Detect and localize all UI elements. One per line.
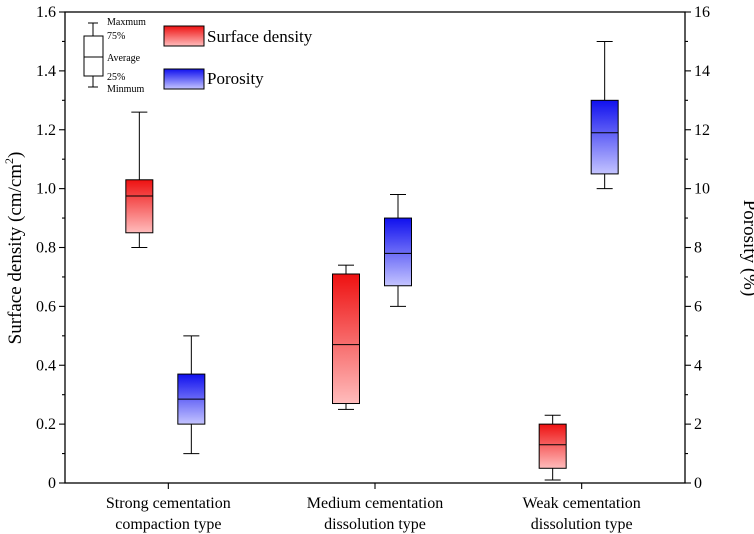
legend-label-porosity: Porosity [207, 69, 264, 88]
box-porosity [590, 40, 619, 190]
x-category-label: Weak cementation dissolution type [523, 495, 641, 533]
box-surface-density [538, 414, 567, 481]
legend-key-max: Maxmum [107, 17, 146, 28]
box-body [384, 217, 412, 287]
left-tick-label: 1.6 [36, 4, 56, 21]
right-tick-label: 16 [694, 4, 710, 21]
box-porosity [384, 194, 412, 307]
x-category-label: Strong cementation compaction type [106, 495, 231, 533]
box-porosity [177, 335, 206, 455]
right-tick-label: 8 [694, 240, 702, 257]
legend-label-surface-density: Surface density [207, 27, 313, 46]
left-tick-label: 1.4 [36, 63, 56, 80]
box-surface-density [125, 111, 154, 248]
left-tick-label: 0.4 [36, 357, 56, 374]
legend-entry-surface-density: Surface density [163, 25, 313, 47]
legend-entry-porosity: Porosity [163, 68, 264, 90]
box-body [538, 423, 567, 469]
right-tick-label: 2 [694, 416, 702, 433]
left-axis-label: Surface density (cm/cm2) [2, 152, 26, 345]
right-tick-label: 0 [694, 475, 702, 492]
box-body [332, 273, 360, 405]
left-tick-label: 0.2 [36, 416, 56, 433]
left-tick-label: 1.0 [36, 181, 56, 198]
box-series [125, 40, 619, 481]
left-tick-label: 0.8 [36, 240, 56, 257]
legend-key-mean: Average [107, 53, 141, 64]
box-body [125, 179, 154, 234]
left-tick-label: 1.2 [36, 122, 56, 139]
legend-key-q3: 75% [107, 31, 125, 42]
left-tick-label: 0 [48, 475, 56, 492]
left-tick-label: 0.6 [36, 298, 56, 315]
x-axis: Strong cementation compaction type Medium … [106, 483, 641, 533]
right-tick-label: 10 [694, 181, 710, 198]
right-tick-label: 4 [694, 357, 702, 374]
legend-key: Maxmum 75% Average 25% Minmum [83, 17, 146, 95]
right-axis: 0 2 4 6 8 10 12 14 16 [685, 4, 710, 492]
right-axis-label: Porosity (%) [739, 200, 754, 297]
box-surface-density [332, 264, 360, 410]
left-axis: 0 0.2 0.4 0.6 0.8 1.0 1.2 1.4 1.6 [36, 4, 65, 492]
legend-swatch-surface-density [163, 25, 205, 47]
x-category-label: Medium cementation dissolution type [307, 495, 443, 533]
legend-swatch-porosity [163, 68, 205, 90]
plot-frame [64, 11, 686, 484]
legend-key-min: Minmum [107, 84, 144, 95]
right-tick-label: 14 [694, 63, 710, 80]
right-tick-label: 12 [694, 122, 710, 139]
box-body [590, 99, 619, 175]
right-tick-label: 6 [694, 298, 702, 315]
legend-key-q1: 25% [107, 72, 125, 83]
